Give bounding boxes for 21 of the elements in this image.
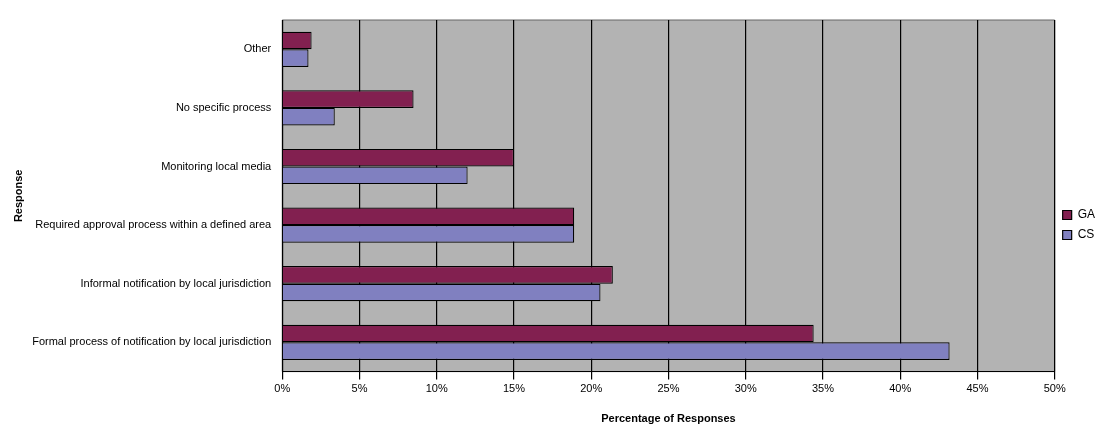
x-tick-label: 10% bbox=[425, 382, 448, 395]
y-tick-label: No specific process bbox=[175, 100, 272, 113]
x-tick-label: 45% bbox=[966, 382, 989, 395]
y-axis-title: Response bbox=[11, 169, 24, 223]
x-tick-label: 0% bbox=[274, 382, 291, 395]
legend-label: GA bbox=[1077, 207, 1096, 222]
x-tick-label: 40% bbox=[889, 382, 912, 395]
x-tick-label: 30% bbox=[734, 382, 757, 395]
y-tick-label: Informal notification by local jurisdiction bbox=[80, 276, 272, 289]
y-tick-label: Required approval process within a defined area bbox=[35, 218, 273, 231]
y-tick-label: Formal process of notification by local jurisdiction bbox=[32, 335, 272, 348]
x-tick-label: 15% bbox=[502, 382, 526, 395]
x-tick-label: 50% bbox=[1043, 382, 1066, 395]
x-tick-label: 25% bbox=[657, 382, 680, 395]
x-tick-label: 20% bbox=[580, 382, 603, 395]
y-tick-label: Monitoring local media bbox=[161, 159, 273, 172]
y-tick-label: Other bbox=[243, 42, 272, 55]
legend-label: CS bbox=[1077, 227, 1095, 242]
x-tick-label: 5% bbox=[351, 382, 368, 395]
x-tick-label: 35% bbox=[811, 382, 835, 395]
x-axis-title: Percentage of Responses bbox=[601, 412, 736, 425]
